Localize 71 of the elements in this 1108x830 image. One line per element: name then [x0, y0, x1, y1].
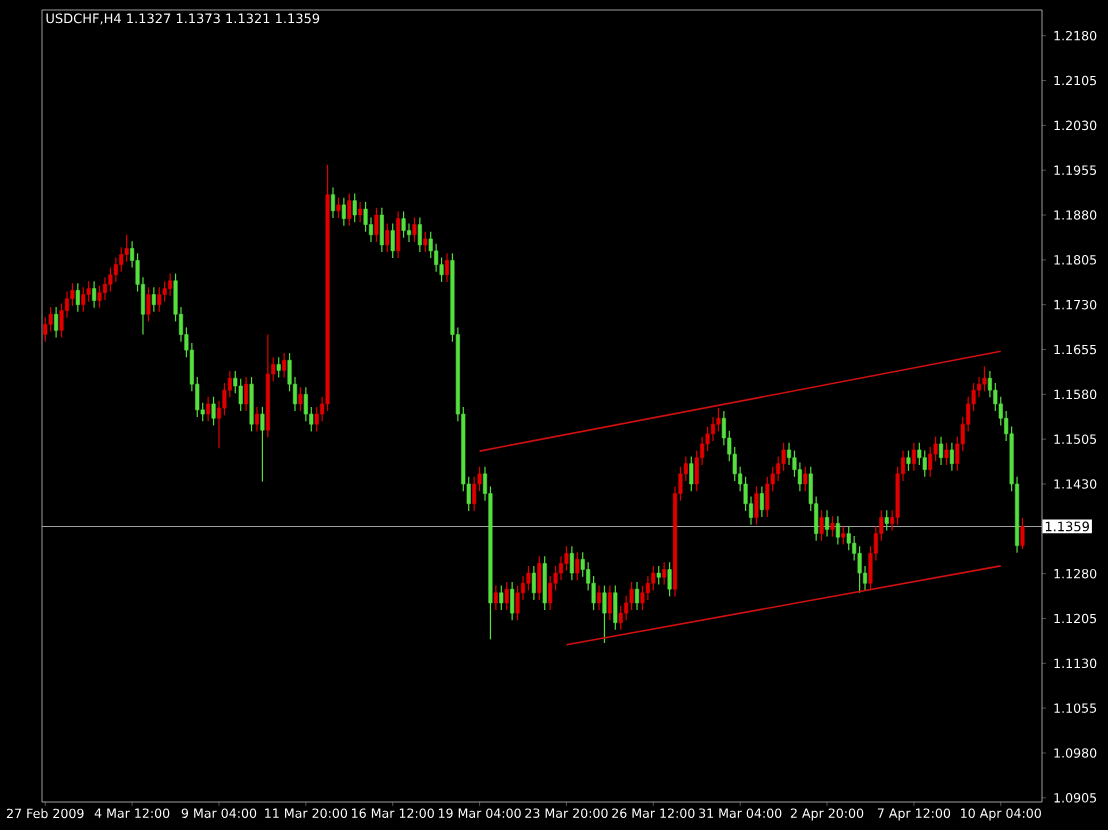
candlestick: [949, 442, 954, 472]
candlestick: [906, 449, 911, 472]
candlestick: [499, 585, 504, 611]
candlestick: [944, 442, 949, 466]
candlestick: [423, 231, 428, 253]
candlestick: [336, 197, 341, 219]
candlestick: [569, 545, 574, 581]
candlestick: [244, 376, 249, 412]
candlestick: [662, 561, 667, 586]
candlestick: [830, 515, 835, 538]
candlestick: [401, 210, 406, 239]
candlestick: [634, 581, 640, 611]
candlestick: [803, 466, 808, 492]
candlestick: [754, 485, 759, 526]
candlestick: [510, 581, 515, 621]
candlestick: [92, 280, 97, 309]
candlestick: [613, 585, 618, 631]
candlestick: [493, 585, 498, 611]
candlestick: [157, 286, 162, 313]
candlestick: [835, 515, 840, 545]
candlestick: [656, 565, 661, 586]
candlestick: [206, 396, 211, 422]
candlestick: [249, 376, 254, 432]
candlestick: [254, 406, 260, 432]
candlestick: [75, 282, 80, 313]
candlestick: [347, 192, 352, 227]
candlestick: [542, 555, 547, 611]
candlestick: [884, 509, 889, 532]
candlestick: [819, 509, 824, 542]
candlestick: [379, 207, 384, 253]
candlestick: [390, 222, 395, 259]
candlestick: [564, 545, 569, 572]
candlestick: [374, 207, 379, 243]
candlestick: [358, 201, 363, 223]
candlestick: [922, 449, 927, 478]
candlestick: [282, 352, 287, 379]
candlestick: [341, 197, 346, 227]
candlestick: [824, 509, 830, 538]
candlestick: [939, 436, 944, 466]
candlestick: [575, 551, 580, 581]
candlestick: [444, 252, 450, 283]
candlestick: [607, 585, 612, 621]
candlestick: [151, 286, 156, 313]
candlestick: [352, 192, 357, 223]
candlestick: [596, 585, 602, 611]
candlestick: [238, 378, 243, 412]
candlestick: [54, 306, 59, 339]
candlestick: [385, 222, 390, 253]
candlestick: [396, 210, 401, 259]
candlestick: [146, 286, 151, 323]
candlestick: [168, 273, 173, 297]
candlestick: [982, 365, 987, 392]
candlestick: [504, 581, 509, 611]
candlestick: [412, 216, 417, 243]
candlestick: [102, 276, 108, 301]
candlestick: [689, 455, 694, 492]
candlestick: [1020, 517, 1025, 550]
candlestick: [97, 284, 102, 309]
candlestick: [667, 561, 672, 597]
candlestick: [911, 442, 916, 472]
candlestick: [330, 186, 336, 219]
candlestick: [602, 585, 607, 644]
candlestick: [298, 386, 303, 412]
candlestick: [417, 216, 422, 253]
candlestick: [211, 396, 216, 427]
candlestick: [276, 356, 281, 379]
candlestick: [81, 286, 86, 313]
candlestick: [759, 485, 764, 518]
candlestick: [260, 406, 265, 483]
candlestick: [531, 565, 536, 601]
candlestick: [537, 555, 542, 601]
